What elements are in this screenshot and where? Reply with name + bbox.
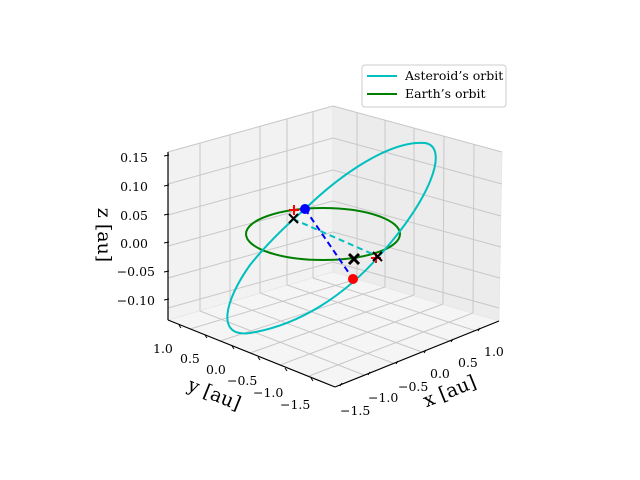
x-tick: −1.5 (340, 403, 370, 418)
x-tick: −0.5 (398, 379, 428, 394)
z-tick: 0.05 (120, 208, 148, 223)
z-tick: 0.00 (120, 236, 148, 251)
z-tick: 0.15 (120, 150, 148, 165)
z-tick: 0.10 (120, 179, 148, 194)
node-cross-1 (288, 213, 299, 224)
y-tick: 1.0 (153, 341, 173, 356)
line-of-nodes (292, 218, 378, 257)
tick-marks (163, 154, 481, 387)
asteroid-orbit (226, 141, 437, 335)
node-cross-2 (372, 251, 383, 262)
asteroid-position-blue (300, 204, 310, 214)
y-tick-labels: 1.0 0.5 0.0 −0.5 −1.0 −1.5 (153, 341, 310, 412)
y-tick: −1.5 (280, 397, 310, 412)
legend-label-asteroid: Asteroid’s orbit (404, 68, 503, 83)
earth-position-plus-1 (289, 205, 299, 215)
grid-lines (167, 105, 503, 377)
x-tick: −1.0 (368, 390, 398, 405)
z-tick: −0.05 (117, 264, 155, 279)
y-tick: −1.0 (253, 385, 283, 400)
legend: Asteroid’s orbit Earth’s orbit (361, 64, 507, 108)
asteroid-connector (304, 208, 354, 280)
earth-orbit (245, 207, 401, 261)
z-tick-labels: 0.15 0.10 0.05 0.00 −0.05 −0.10 (117, 150, 155, 308)
x-tick-labels: −1.5 −1.0 −0.5 0.0 0.5 1.0 (340, 344, 504, 418)
sun-cross (347, 252, 361, 266)
x-tick: 0.5 (458, 355, 478, 370)
y-tick: −0.5 (227, 373, 257, 388)
x-axis-line (334, 320, 500, 388)
y-axis-line (167, 319, 336, 388)
z-tick: −0.10 (117, 293, 155, 308)
y-tick: 0.0 (206, 362, 226, 377)
x-tick: 1.0 (484, 344, 504, 359)
y-tick: 0.5 (180, 351, 200, 366)
axis-lines (167, 152, 500, 388)
plot-data (226, 141, 437, 335)
z-axis-label: z [au] (93, 208, 115, 262)
x-tick: 0.0 (430, 366, 450, 381)
asteroid-position-red (348, 274, 358, 284)
legend-label-earth: Earth’s orbit (405, 86, 486, 101)
